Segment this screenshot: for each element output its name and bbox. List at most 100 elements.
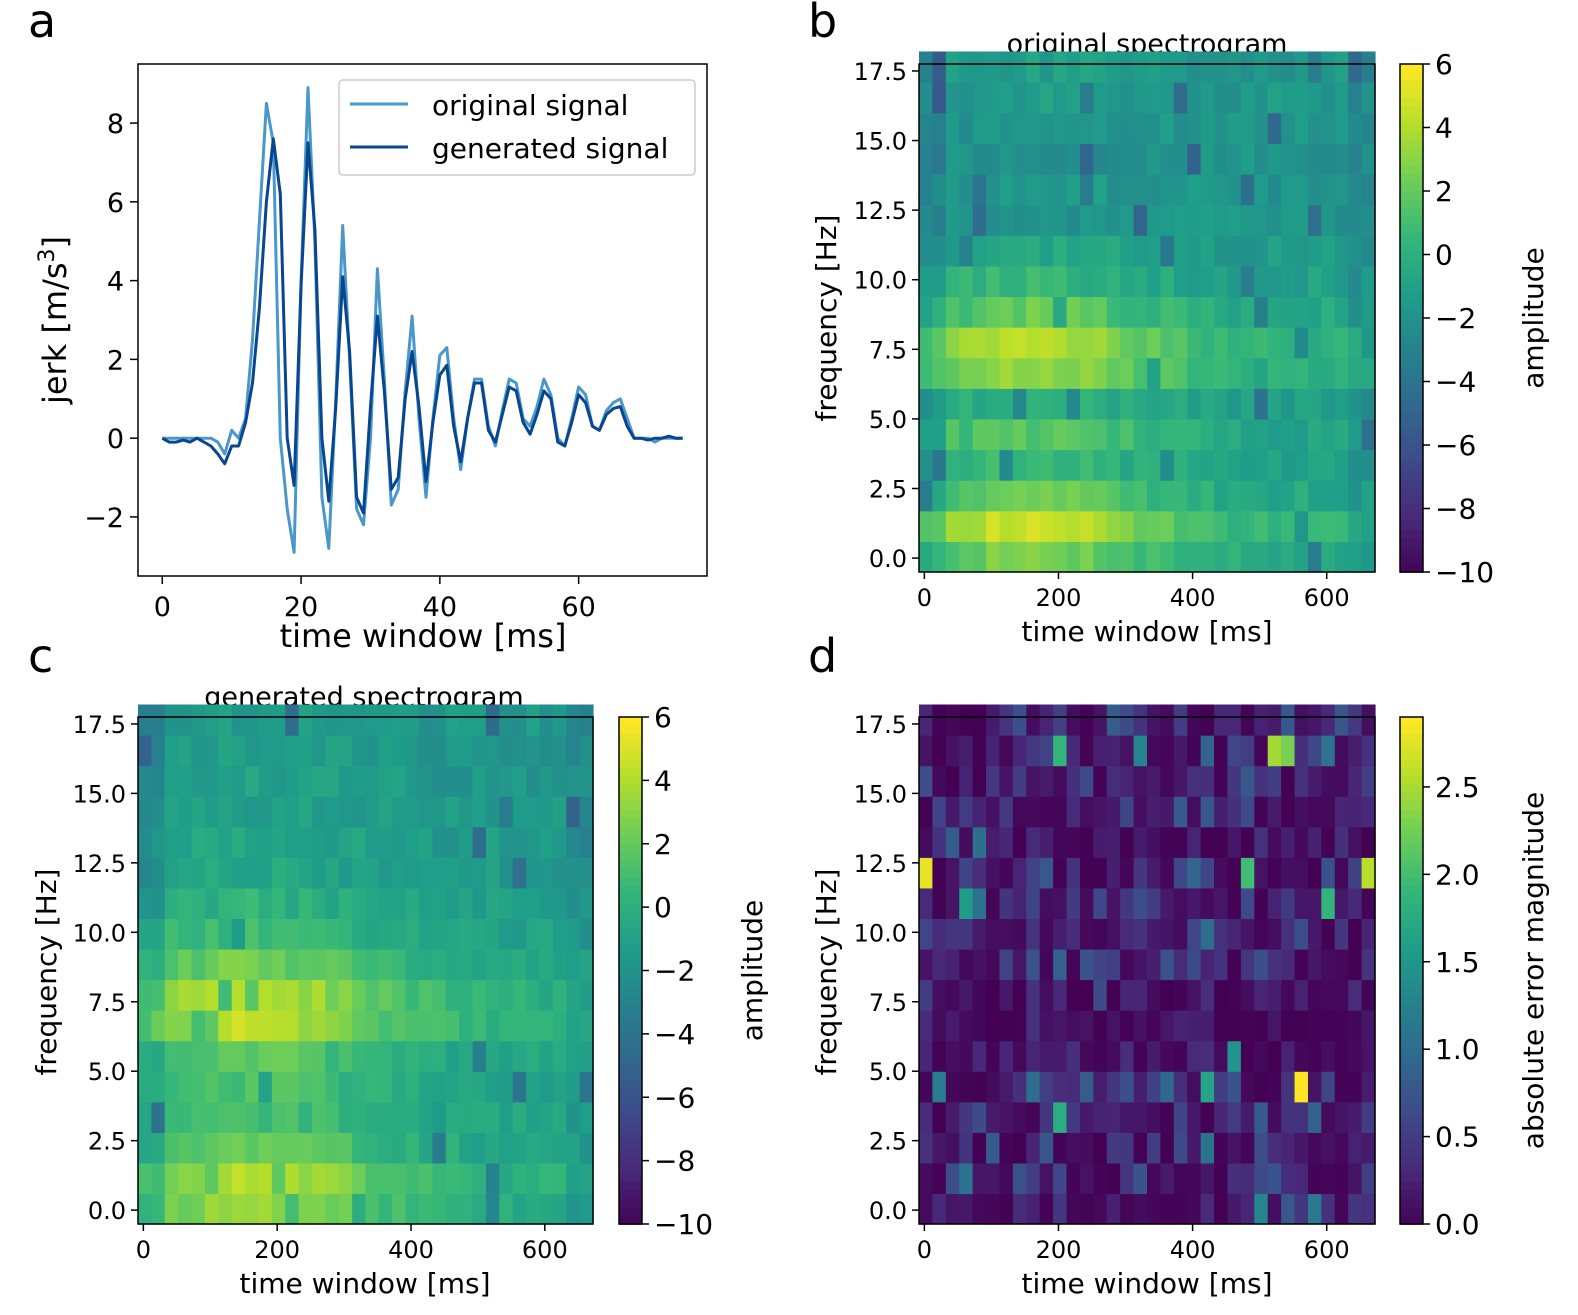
heatmap-cell [932, 173, 947, 206]
heatmap-cell [539, 918, 554, 950]
heatmap-cell [1120, 510, 1135, 542]
colorbar-step [619, 818, 642, 828]
heatmap-cell [959, 296, 974, 328]
heatmap-cell [1012, 418, 1027, 451]
heatmap-cell [1214, 735, 1229, 767]
heatmap-cell [986, 1010, 1001, 1042]
heatmap-cell [1254, 480, 1269, 512]
heatmap-cell [1254, 82, 1269, 114]
heatmap-cell [298, 796, 313, 828]
heatmap-cell [1348, 173, 1363, 206]
heatmap-cell [1361, 1132, 1376, 1164]
heatmap-cell [298, 1071, 313, 1103]
heatmap-cell [1026, 418, 1041, 451]
heatmap-cell [1187, 1101, 1202, 1133]
heatmap-cell [271, 918, 286, 950]
heatmap-cell [1321, 235, 1336, 267]
heatmap-cell [999, 265, 1014, 298]
heatmap-cell [1133, 796, 1148, 828]
heatmap-cell [1026, 541, 1041, 573]
heatmap-cell [932, 143, 947, 175]
y-tick-label: 0 [107, 424, 124, 455]
heatmap-cell [138, 1010, 152, 1042]
heatmap-cell [1053, 510, 1068, 542]
heatmap-cell [1147, 235, 1162, 267]
heatmap-cell [1334, 327, 1349, 359]
heatmap-cell [1053, 173, 1068, 206]
x-tick-label: 40 [423, 592, 457, 623]
colorbar-step [619, 750, 642, 761]
heatmap-cell [338, 979, 353, 1011]
heatmap-cell [1281, 887, 1296, 920]
heatmap-cell [945, 1162, 960, 1195]
heatmap-cell [972, 735, 987, 767]
heatmap-cell [986, 327, 1001, 359]
heatmap-cell [1334, 1193, 1349, 1225]
heatmap-cell [932, 449, 947, 481]
heatmap-cell [1079, 1071, 1094, 1103]
colorbar-step [619, 1105, 642, 1115]
heatmap-cell [245, 1040, 260, 1072]
heatmap-cell [1147, 979, 1162, 1011]
heatmap-cell [1160, 480, 1175, 512]
heatmap-cell [1334, 887, 1349, 920]
heatmap-cell [1160, 388, 1175, 420]
heatmap-cell [1321, 796, 1336, 828]
heatmap-cell [352, 735, 367, 767]
heatmap-cell [566, 1162, 581, 1195]
heatmap-cell [231, 796, 246, 828]
heatmap-cell [338, 918, 353, 950]
heatmap-cell [1187, 918, 1202, 950]
heatmap-cell [164, 735, 179, 767]
heatmap-cell [311, 857, 326, 889]
heatmap-cell [566, 765, 581, 797]
heatmap-cell [365, 735, 380, 767]
heatmap-cell [1294, 204, 1309, 236]
heatmap-cell [1334, 418, 1349, 451]
colorbar-label: absolute error magnitude [1517, 792, 1550, 1149]
heatmap-cell [1200, 1010, 1215, 1042]
heatmap-cell [1066, 1040, 1081, 1072]
heatmap-cell [311, 1193, 326, 1225]
heatmap-cell [1294, 948, 1309, 981]
heatmap-cell [1133, 388, 1148, 420]
heatmap-cell [1106, 51, 1121, 83]
heatmap-cell [298, 704, 313, 736]
heatmap-cell [1026, 1040, 1041, 1072]
heatmap-cell [392, 796, 407, 828]
colorbar-step [1400, 504, 1423, 514]
heatmap-cell [1066, 1193, 1081, 1225]
heatmap-cell [932, 1071, 947, 1103]
heatmap-cell [1079, 857, 1094, 889]
heatmap-cell [1281, 826, 1296, 858]
heatmap-cell [1120, 51, 1135, 83]
heatmap-cell [1361, 796, 1376, 828]
heatmap-cell [472, 887, 487, 920]
heatmap-cell [1361, 857, 1376, 889]
heatmap-cell [1214, 173, 1229, 206]
heatmap-cell [1160, 357, 1175, 389]
heatmap-cell [1348, 796, 1363, 828]
colorbar-step [1400, 157, 1423, 167]
heatmap-cell [539, 857, 554, 889]
heatmap-cell [1173, 143, 1188, 175]
heatmap-cell [325, 1071, 340, 1103]
colorbar-step [619, 1122, 642, 1132]
y-axis-label: jerk [m/s3] [35, 236, 74, 405]
heatmap-cell [959, 388, 974, 420]
y-tick-label: 4 [107, 267, 124, 298]
heatmap-cell [445, 918, 460, 950]
y-tick-label: 10.0 [854, 267, 907, 295]
heatmap-cell [999, 1162, 1014, 1195]
heatmap-cell [919, 204, 934, 236]
heatmap-cell [325, 918, 340, 950]
y-axis-label-main: jerk [m/s [36, 262, 74, 405]
heatmap-cell [1053, 1162, 1068, 1195]
heatmap-cell [1227, 173, 1242, 206]
heatmap-cell [1147, 143, 1162, 175]
heatmap-cell [1173, 887, 1188, 920]
heatmap-cell [1321, 1040, 1336, 1072]
heatmap-cell [285, 704, 300, 736]
heatmap-cell [405, 704, 420, 736]
heatmap-cell [1120, 1101, 1135, 1133]
